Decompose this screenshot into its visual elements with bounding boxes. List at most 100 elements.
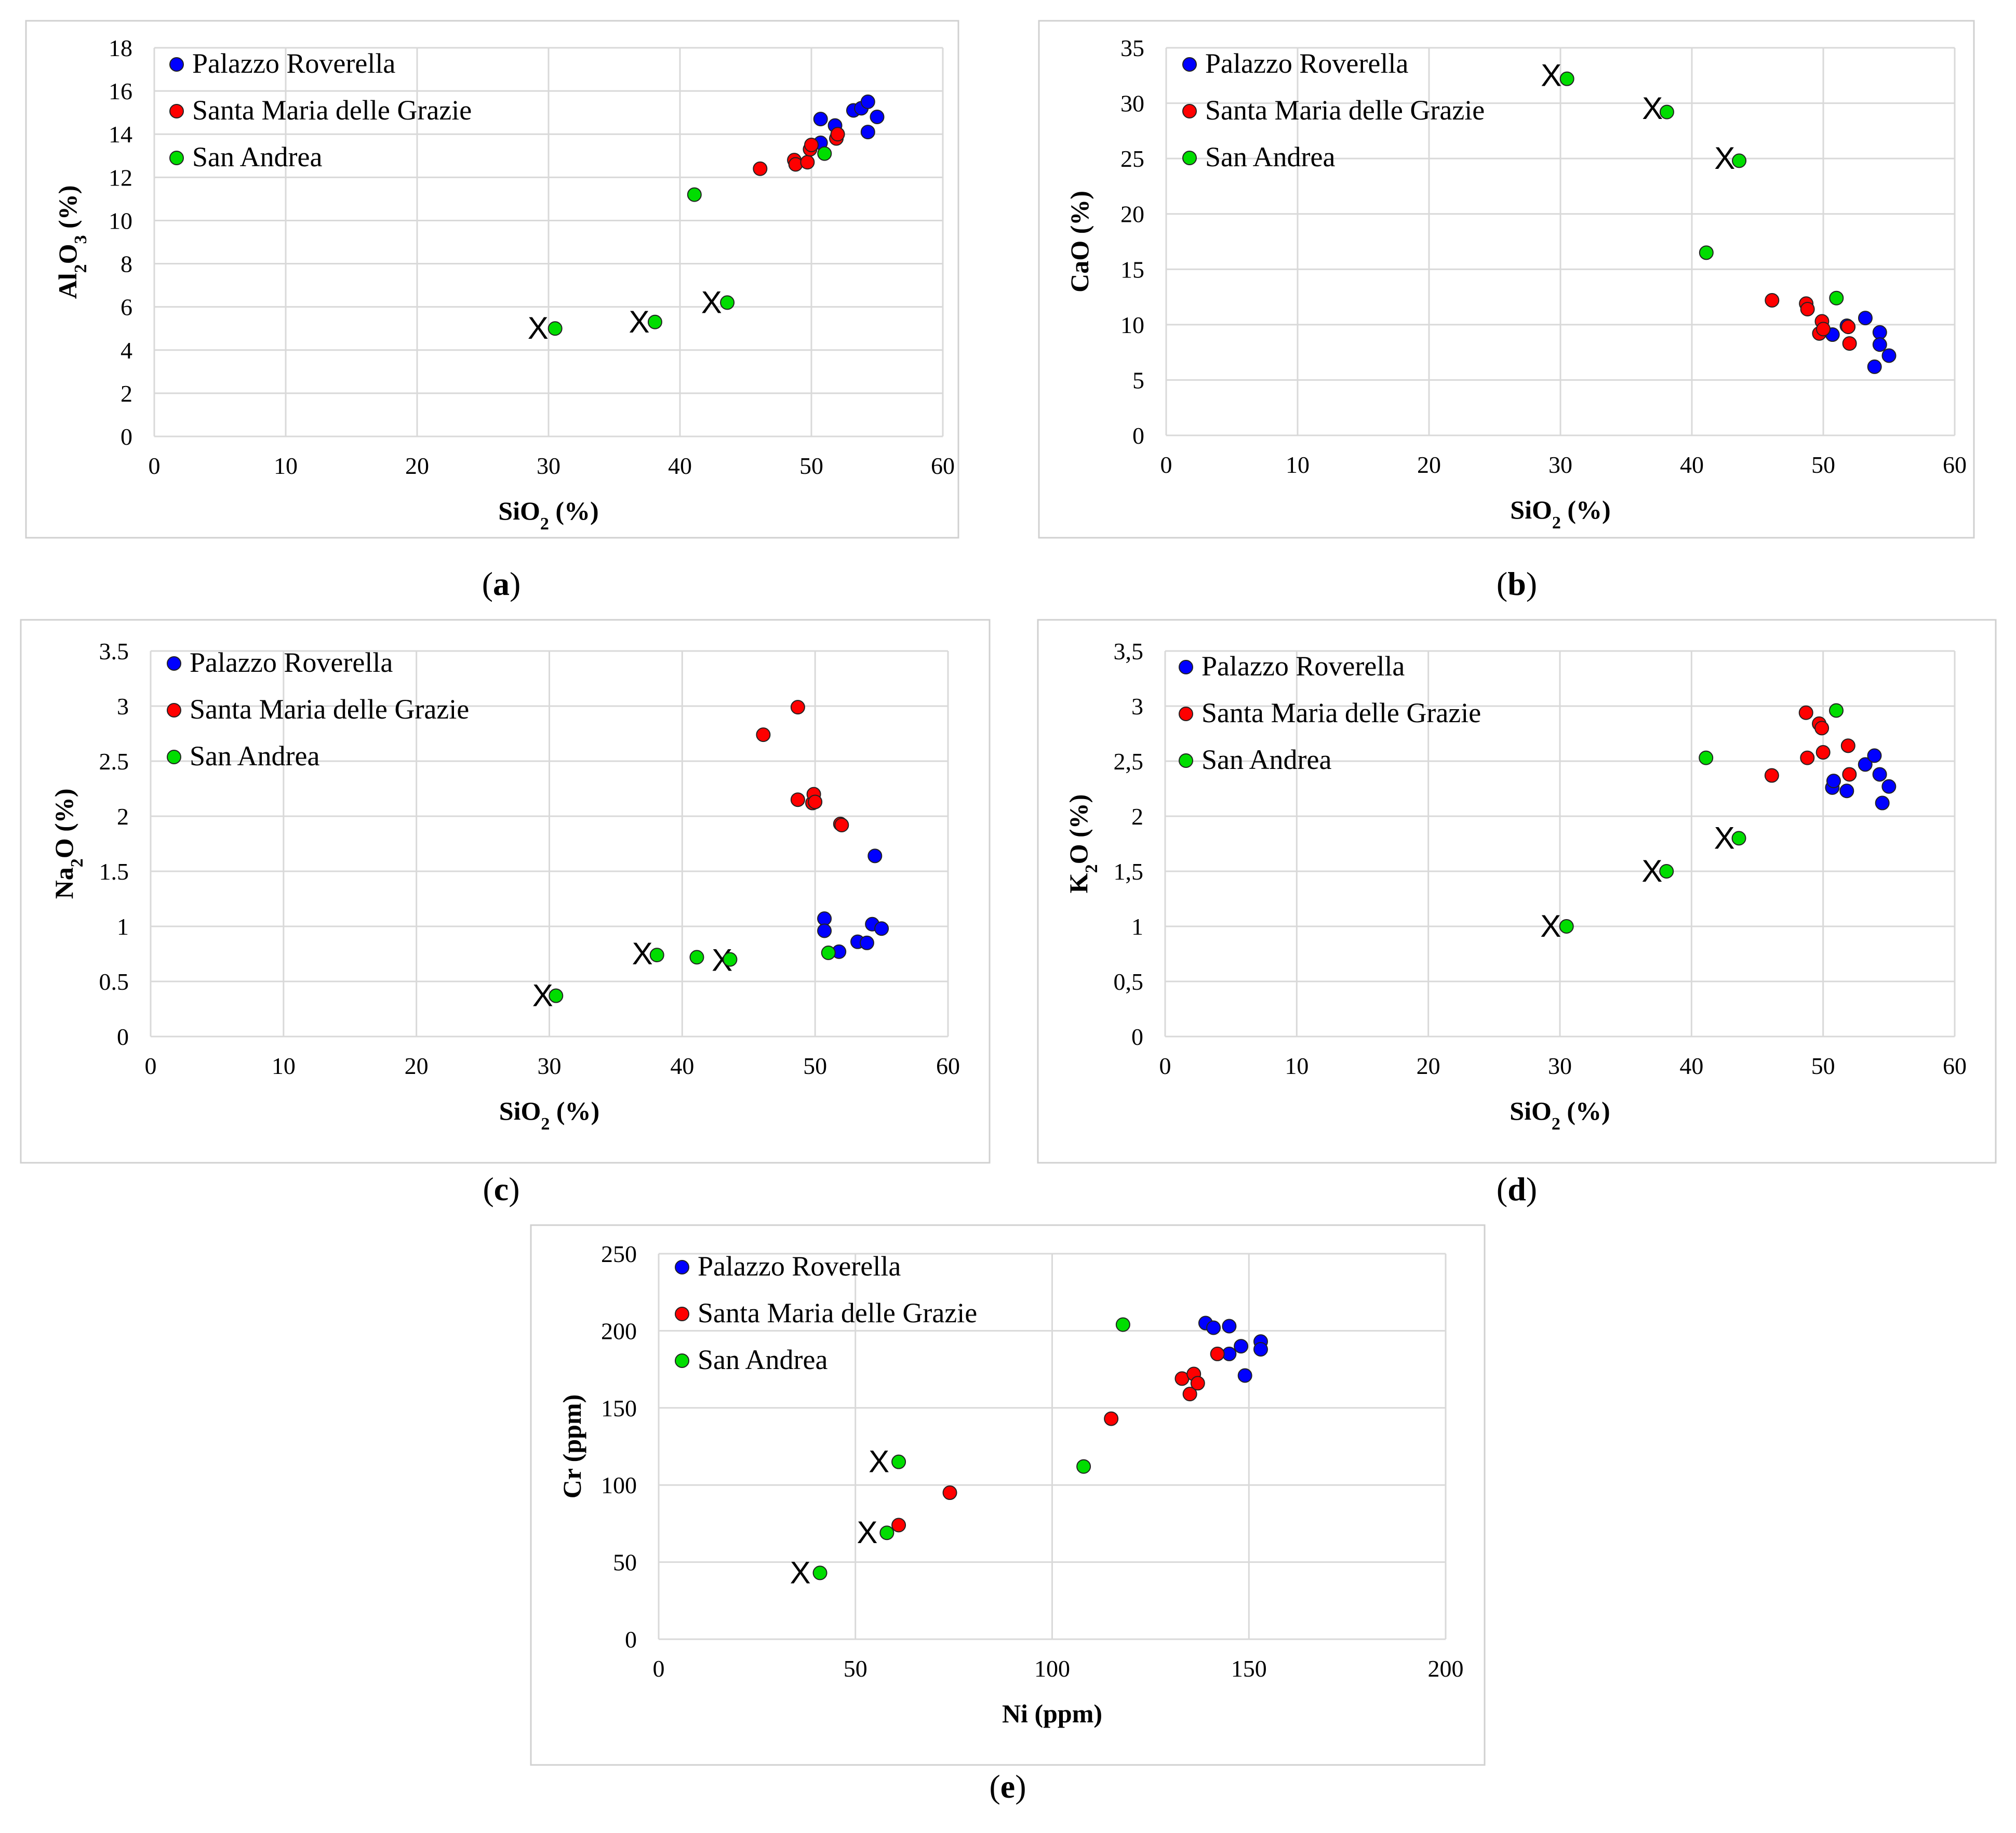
- series-san-andrea: [548, 146, 832, 336]
- legend-marker: [167, 750, 181, 764]
- legend-label: Santa Maria delle Grazie: [1205, 95, 1485, 126]
- x-tick-label: 40: [668, 453, 692, 479]
- legend-marker: [169, 104, 184, 118]
- x-tick-label: 20: [1417, 451, 1441, 478]
- series-palazzo-roverella: [1825, 748, 1897, 811]
- legend-label: Palazzo Roverella: [190, 647, 393, 678]
- data-point: [874, 921, 889, 936]
- data-point: [1765, 293, 1780, 308]
- x-tick-label: 0: [145, 1053, 157, 1079]
- y-tick-label: 3: [1131, 693, 1143, 720]
- figure-caption: (c): [483, 1171, 519, 1207]
- series-santa-maria-delle-grazie: [1765, 293, 1857, 351]
- legend-label: Santa Maria delle Grazie: [1201, 697, 1481, 728]
- x-marker-label: X: [1541, 58, 1561, 92]
- x-tick-label: 50: [799, 453, 823, 479]
- data-point: [879, 1525, 894, 1540]
- data-point: [687, 187, 702, 202]
- y-tick-label: 30: [1120, 90, 1144, 117]
- x-tick-label: 40: [1679, 1053, 1703, 1079]
- figure-caption: (a): [482, 565, 521, 602]
- y-tick-label: 14: [109, 121, 132, 148]
- x-tick-label: 30: [538, 1053, 562, 1079]
- y-tick-label: 35: [1120, 35, 1144, 61]
- x-marker-label: X: [1642, 91, 1663, 126]
- data-point: [813, 112, 828, 127]
- data-point: [1841, 320, 1856, 335]
- data-point: [549, 988, 564, 1003]
- y-tick-label: 1: [117, 913, 129, 940]
- y-tick-label: 1,5: [1114, 858, 1144, 885]
- legend-label: Palazzo Roverella: [1201, 650, 1405, 682]
- y-tick-label: 2: [1131, 803, 1143, 830]
- data-point: [867, 848, 883, 864]
- legend-label: Palazzo Roverella: [1205, 48, 1408, 79]
- x-tick-label: 30: [537, 453, 560, 479]
- chart-c: 0 10 20 30 40 50 60 0 0.5 1 1.5 2 2.5 3 3.5 SiO2 (%) Na2…: [20, 619, 991, 1207]
- data-point: [1872, 325, 1887, 340]
- data-point: [1815, 745, 1831, 760]
- x-tick-label: 50: [803, 1053, 827, 1079]
- series-palazzo-roverella: [1198, 1316, 1268, 1383]
- legend-marker: [167, 703, 181, 718]
- y-tick-label: 0: [121, 423, 132, 450]
- y-tick-label: 6: [121, 294, 132, 321]
- data-point: [860, 94, 875, 109]
- data-point: [1816, 322, 1831, 337]
- data-point: [1732, 153, 1747, 168]
- data-point: [1842, 767, 1857, 782]
- x-axis-label: SiO2 (%): [499, 1096, 599, 1134]
- data-point: [817, 911, 832, 926]
- y-tick-label: 200: [601, 1318, 637, 1344]
- x-axis-label: SiO2 (%): [1510, 1096, 1610, 1134]
- data-point: [834, 817, 849, 832]
- data-point: [1210, 1346, 1225, 1361]
- data-point: [1867, 359, 1882, 374]
- x-marker-label: X: [632, 936, 653, 971]
- legend-marker: [167, 656, 181, 671]
- data-point: [548, 321, 563, 336]
- x-tick-label: 0: [1160, 451, 1172, 478]
- data-point: [788, 157, 803, 172]
- y-tick-label: 0,5: [1114, 968, 1144, 995]
- legend-marker: [1179, 753, 1193, 768]
- x-tick-label: 150: [1231, 1655, 1267, 1682]
- series-san-andrea: [549, 945, 836, 1003]
- legend-label: San Andrea: [1205, 141, 1335, 172]
- data-point: [1559, 919, 1574, 934]
- y-tick-label: 3: [117, 693, 129, 720]
- chart-d: 0 10 20 30 40 50 60 0 0,5 1 1,5 2 2,5 3 3,5 SiO2 (%) K2O…: [1037, 619, 1997, 1207]
- data-point: [1699, 750, 1714, 765]
- data-point: [756, 727, 771, 742]
- legend-marker: [1182, 151, 1197, 165]
- y-tick-label: 3.5: [99, 638, 129, 665]
- y-tick-label: 0.5: [99, 968, 129, 995]
- data-point: [1699, 245, 1714, 260]
- data-point: [1881, 779, 1897, 794]
- y-tick-label: 250: [601, 1241, 637, 1267]
- chart-e: 0 50 100 150 200 0 50 100 150 200 250 Ni (ppm) Cr (p…: [530, 1224, 1486, 1805]
- x-marker-label: X: [1714, 820, 1735, 855]
- data-point: [1858, 311, 1873, 326]
- x-tick-label: 20: [1417, 1053, 1440, 1079]
- y-tick-label: 8: [121, 251, 132, 277]
- figure-caption: (d): [1497, 1171, 1537, 1207]
- x-tick-label: 100: [1034, 1655, 1070, 1682]
- y-tick-label: 12: [109, 164, 132, 191]
- x-tick-label: 20: [405, 1053, 429, 1079]
- data-point: [1800, 302, 1815, 317]
- data-point: [1559, 71, 1574, 86]
- data-point: [1659, 104, 1674, 119]
- y-tick-label: 15: [1120, 256, 1144, 283]
- legend-label: San Andrea: [1201, 744, 1331, 775]
- series-palazzo-roverella: [817, 848, 889, 959]
- y-axis-label: Na2O (%): [49, 789, 87, 899]
- x-marker-label: X: [629, 304, 650, 339]
- data-point: [1842, 336, 1857, 351]
- x-tick-label: 60: [1943, 1053, 1967, 1079]
- data-point: [808, 794, 823, 809]
- data-point: [1190, 1376, 1205, 1391]
- x-tick-label: 40: [670, 1053, 694, 1079]
- x-tick-label: 10: [1286, 451, 1310, 478]
